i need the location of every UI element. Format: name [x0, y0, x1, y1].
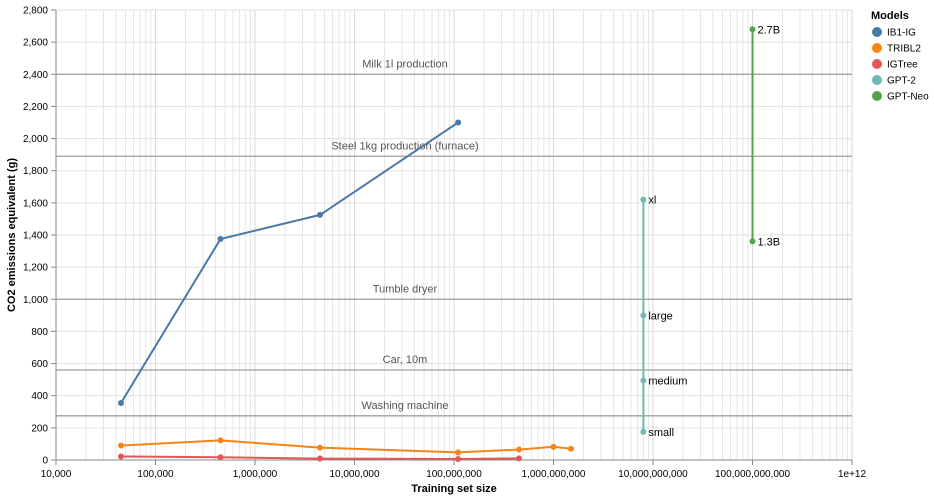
x-tick-label: 1,000,000 — [233, 469, 278, 480]
y-tick-label: 2,400 — [23, 70, 48, 81]
series-line — [120, 439, 572, 454]
y-tick-label: 0 — [42, 456, 48, 467]
series-igtree — [117, 453, 522, 463]
y-tick-label: 2,600 — [23, 38, 48, 49]
y-tick-label: 1,400 — [23, 231, 48, 242]
x-tick-label: 100,000,000,000 — [715, 469, 791, 480]
data-point — [117, 399, 124, 406]
legend: Models IB1-IG TRIBL2 IGTree GPT-2 GPT-Neo — [871, 10, 929, 103]
reference-line-label: Milk 1l production — [362, 58, 448, 70]
y-tick-label: 200 — [31, 423, 48, 434]
reference-line-label: Tumble dryer — [373, 283, 438, 295]
legend-label: GPT-Neo — [887, 92, 929, 103]
data-point — [640, 377, 647, 384]
data-point — [316, 455, 323, 462]
legend-label: TRIBL2 — [887, 44, 921, 55]
y-axis-title: CO2 emissions equivalent (g) — [6, 158, 18, 312]
data-point — [568, 445, 575, 452]
data-point — [640, 428, 647, 435]
legend-label: IB1-IG — [887, 28, 916, 39]
y-tick-label: 1,200 — [23, 263, 48, 274]
legend-swatch — [872, 43, 882, 53]
legend-label: IGTree — [887, 60, 918, 71]
data-point — [217, 236, 224, 243]
reference-line-label: Car, 10m — [383, 354, 428, 366]
legend-swatch — [872, 75, 882, 85]
data-point — [455, 449, 462, 456]
x-tick-label: 1e+12 — [838, 469, 867, 480]
data-point — [117, 442, 124, 449]
y-tick-label: 800 — [31, 327, 48, 338]
grid — [55, 9, 853, 461]
data-point-label: medium — [648, 375, 687, 387]
data-point — [640, 312, 647, 319]
x-tick-label: 100,000 — [137, 469, 174, 480]
data-point — [455, 119, 462, 126]
data-point — [217, 437, 224, 444]
y-tick-label: 400 — [31, 391, 48, 402]
data-point — [316, 444, 323, 451]
data-point-label: 2.7B — [758, 24, 781, 36]
y-tick-label: 2,200 — [23, 102, 48, 113]
data-point-label: large — [648, 310, 672, 322]
y-tick-label: 1,600 — [23, 198, 48, 209]
legend-swatch — [872, 27, 882, 37]
data-point — [749, 26, 756, 33]
data-point — [515, 455, 522, 462]
y-tick-label: 2,800 — [23, 6, 48, 17]
legend-swatch — [872, 91, 882, 101]
y-tick-label: 2,000 — [23, 134, 48, 145]
data-point-label: small — [648, 427, 674, 439]
x-tick-label: 100,000,000 — [426, 469, 482, 480]
series-gpt-neo: 1.3B 2.7B — [749, 24, 781, 248]
data-point — [455, 456, 462, 463]
data-point-label: xl — [648, 195, 656, 207]
series-tribl2 — [117, 437, 575, 456]
x-tick-label: 10,000,000,000 — [618, 469, 688, 480]
data-point-label: 1.3B — [758, 236, 781, 248]
data-point — [316, 211, 323, 218]
x-axis-title: Training set size — [411, 483, 497, 495]
axes: 10,000 100,000 1,000,000 10,000,000 100,000,… — [23, 6, 867, 481]
reference-line-label: Steel 1kg production (furnace) — [331, 140, 478, 152]
reference-lines: Milk 1l production Steel 1kg production (… — [56, 58, 852, 417]
y-tick-label: 600 — [31, 359, 48, 370]
legend-title: Models — [871, 10, 909, 22]
series-ib1-ig — [117, 119, 462, 406]
y-tick-label: 1,000 — [23, 295, 48, 306]
series: small medium large xl 1.3B 2.7B — [117, 24, 781, 463]
y-tick-label: 1,800 — [23, 166, 48, 177]
series-gpt-2: small medium large xl — [640, 195, 687, 439]
data-point — [640, 196, 647, 203]
reference-line-label: Washing machine — [361, 400, 448, 412]
legend-label: GPT-2 — [887, 76, 916, 87]
data-point — [217, 454, 224, 461]
data-point — [749, 238, 756, 245]
series-line — [120, 121, 459, 404]
data-point — [550, 443, 557, 450]
data-point — [117, 453, 124, 460]
x-tick-label: 10,000 — [41, 469, 72, 480]
data-point — [515, 446, 522, 453]
x-tick-label: 1,000,000,000 — [522, 469, 586, 480]
legend-swatch — [872, 59, 882, 69]
x-tick-label: 10,000,000 — [329, 469, 379, 480]
